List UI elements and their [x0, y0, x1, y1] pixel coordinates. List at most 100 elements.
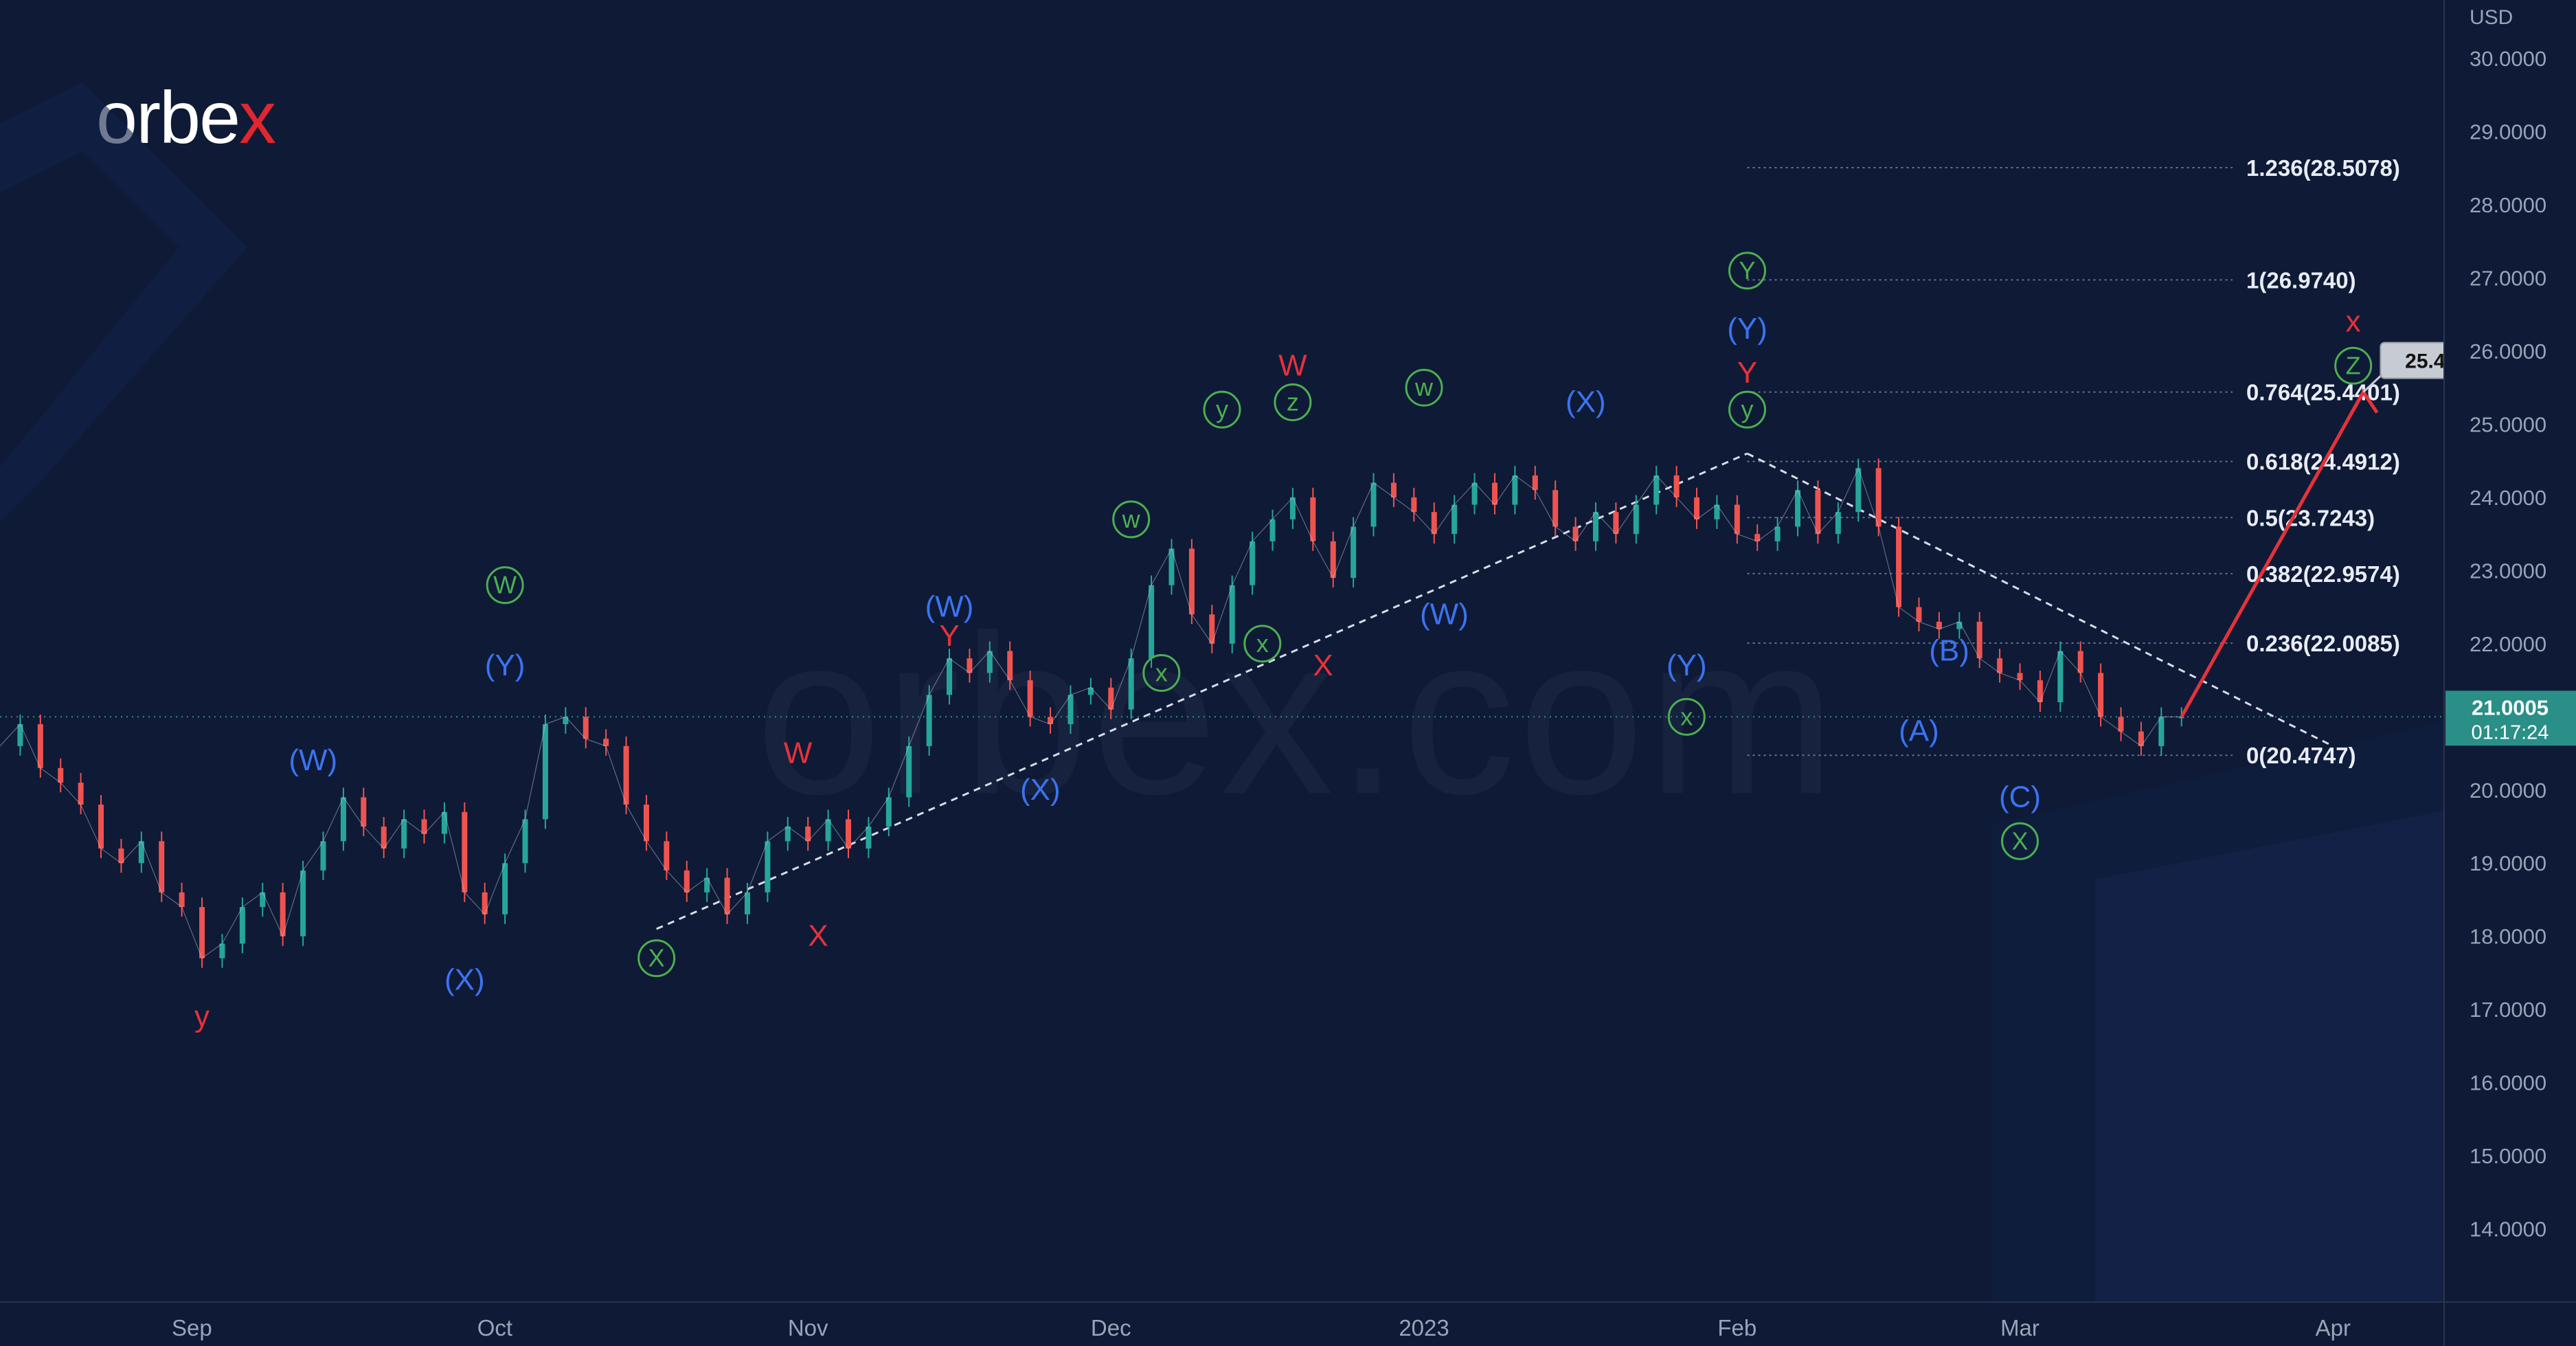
candle-body: [1572, 526, 1579, 541]
candle-body: [462, 811, 468, 893]
candle-body: [724, 877, 730, 915]
candle-body: [1250, 541, 1256, 585]
y-tick-label: 20.0000: [2470, 778, 2546, 803]
candle-body: [320, 841, 326, 871]
candle-body: [260, 892, 266, 908]
wave-label: Y: [1739, 256, 1756, 284]
logo-x: x: [239, 76, 276, 159]
candle-body: [563, 717, 569, 724]
candle-body: [199, 907, 205, 958]
candle-body: [78, 783, 84, 805]
wave-label: (W): [1420, 597, 1469, 631]
candle-body: [2077, 651, 2083, 673]
candle-body: [98, 805, 104, 849]
current-price-tag: [2445, 691, 2576, 746]
candle-body: [2098, 673, 2104, 717]
trendline: [1746, 452, 2334, 748]
x-tick-label: Nov: [788, 1315, 828, 1341]
candle-body: [2138, 731, 2144, 746]
wave-label-ring: [1405, 368, 1443, 407]
wave-label: w: [1414, 373, 1434, 401]
watermark: orbex.com: [756, 587, 1839, 841]
wave-label: (C): [1999, 780, 2041, 814]
candle-body: [1714, 504, 1720, 519]
candle-body: [2037, 680, 2043, 703]
y-tick-label: 22.0000: [2470, 632, 2546, 656]
candle-body: [1289, 497, 1296, 519]
candle-body: [1673, 475, 1680, 497]
current-price-value: 21.0005: [2472, 695, 2549, 719]
wave-label: (Y): [1667, 649, 1707, 682]
candle-body: [784, 827, 791, 842]
x-tick-label: Apr: [2316, 1315, 2351, 1341]
wave-label-ring: [1274, 383, 1312, 422]
candle-body: [401, 819, 407, 849]
candle-body: [1694, 497, 1700, 519]
candle-body: [1592, 512, 1598, 541]
wave-label: (A): [1899, 715, 1939, 748]
wave-label-ring: [637, 939, 676, 978]
candle-body: [1431, 512, 1437, 535]
candle-body: [138, 841, 144, 864]
wave-label-ring: [1243, 625, 1282, 663]
wave-label: (X): [1020, 773, 1061, 807]
wave-label: X: [1313, 649, 1333, 682]
candle-body: [583, 717, 589, 739]
wave-label: y: [194, 1000, 210, 1033]
wave-label: (Y): [485, 649, 526, 682]
wave-label: W: [1278, 348, 1307, 382]
candle-body: [1976, 621, 1982, 659]
candle-body: [1613, 512, 1619, 535]
candle-body: [1149, 585, 1155, 659]
wave-label: (B): [1929, 634, 1969, 668]
y-tick-label: 17.0000: [2470, 998, 2546, 1022]
wave-label: (W): [925, 590, 974, 624]
candle-body: [1491, 482, 1498, 505]
candle-body: [1471, 482, 1478, 505]
candle-body: [381, 827, 387, 849]
candle-body: [1512, 475, 1518, 505]
currency-label: USD: [2470, 6, 2513, 29]
price-line: [0, 467, 2182, 959]
candle-body: [361, 797, 367, 827]
candle-body: [1653, 475, 1660, 505]
candle-body: [118, 848, 124, 864]
candle-body: [2118, 717, 2124, 732]
wave-label-ring: [486, 566, 524, 605]
y-tick-label: 26.0000: [2470, 339, 2546, 363]
y-tick-label: 16.0000: [2470, 1071, 2546, 1095]
fib-level-label: 0(20.4747): [2246, 743, 2356, 768]
candle-body: [1774, 526, 1781, 541]
wave-label: y: [1216, 395, 1228, 423]
x-tick-label: Feb: [1717, 1315, 1756, 1341]
candle-body: [1209, 614, 1215, 644]
y-tick-label: 29.0000: [2470, 120, 2546, 144]
candle-body: [1451, 504, 1458, 535]
candle-body: [1269, 519, 1276, 541]
candle-body: [1229, 585, 1235, 644]
projection-arrow: [2180, 391, 2365, 718]
wave-label: Y: [1737, 356, 1757, 390]
candle-body: [1411, 497, 1417, 513]
wave-label: X: [2011, 827, 2028, 855]
wave-label: (X): [1566, 385, 1606, 419]
x-tick-label: 2023: [1399, 1315, 1449, 1341]
candle-body: [179, 892, 185, 908]
price-axis-panel: [2444, 0, 2576, 1346]
candle-body: [2178, 717, 2184, 719]
candle-body: [522, 819, 528, 864]
candle-body: [502, 863, 508, 915]
candle-body: [17, 724, 23, 746]
y-tick-label: 25.0000: [2470, 412, 2546, 436]
bg-panel-inner: [2095, 811, 2444, 1302]
x-tick-label: Mar: [2000, 1315, 2040, 1341]
candle-body: [885, 797, 892, 827]
fib-level-label: 0.382(22.9574): [2246, 561, 2400, 587]
candle-body: [1916, 607, 1922, 622]
candle-body: [1956, 621, 1963, 629]
candle-body: [744, 892, 750, 915]
candle-body: [1310, 497, 1316, 541]
fib-level-label: 1.236(28.5078): [2246, 155, 2400, 181]
x-tick-label: Dec: [1091, 1315, 1131, 1341]
